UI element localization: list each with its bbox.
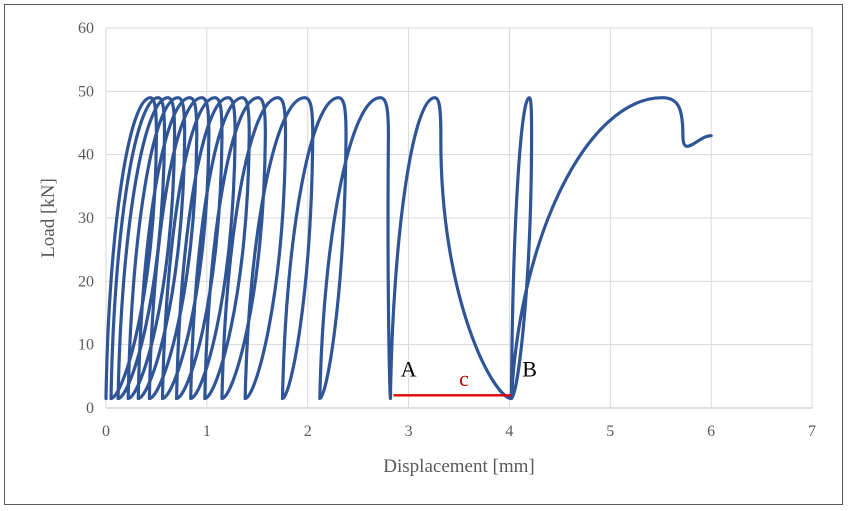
y-tick-label: 10 <box>78 337 94 354</box>
x-tick-label: 3 <box>405 423 413 440</box>
y-tick-label: 50 <box>78 83 94 100</box>
y-tick-label: 0 <box>86 400 94 417</box>
y-tick-label: 60 <box>78 20 94 37</box>
y-tick-label: 30 <box>78 210 94 227</box>
x-tick-label: 7 <box>808 423 816 440</box>
load-displacement-curve <box>104 96 713 401</box>
x-axis-title: Displacement [mm] <box>383 456 534 477</box>
data-series-line <box>104 96 713 401</box>
annotation-label: B <box>522 356 537 381</box>
x-tick-label: 5 <box>606 423 614 440</box>
x-tick-label: 1 <box>203 423 211 440</box>
x-tick-label: 2 <box>304 423 312 440</box>
y-tick-label: 20 <box>78 273 94 290</box>
y-tick-label: 40 <box>78 147 94 164</box>
tick-labels: 0 10 20 30 40 50 60 0 1 2 3 4 5 6 7 <box>78 20 816 440</box>
y-axis-title: Load [kN] <box>38 178 59 258</box>
annotation-label: A <box>401 356 417 381</box>
annotations: A Bc <box>401 356 537 391</box>
x-tick-label: 0 <box>102 423 110 440</box>
annotation-label: c <box>459 366 469 391</box>
x-tick-label: 4 <box>505 423 513 440</box>
x-tick-label: 6 <box>707 423 715 440</box>
chart-frame <box>4 4 843 505</box>
